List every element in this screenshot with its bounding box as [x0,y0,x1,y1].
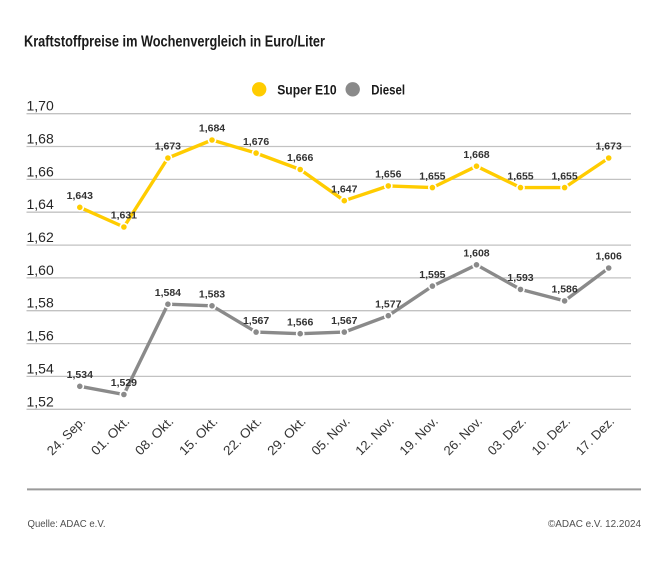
svg-text:1,54: 1,54 [27,360,54,376]
svg-text:©ADAC e.V. 12.2024: ©ADAC e.V. 12.2024 [548,519,641,530]
svg-text:1,593: 1,593 [507,272,533,284]
svg-text:1,60: 1,60 [27,262,54,278]
svg-text:1,567: 1,567 [243,315,269,327]
svg-text:1,668: 1,668 [463,149,489,161]
svg-text:1,608: 1,608 [463,248,489,260]
svg-text:1,52: 1,52 [27,393,54,409]
svg-text:1,66: 1,66 [27,163,54,179]
svg-text:1,70: 1,70 [27,98,54,114]
svg-text:1,655: 1,655 [551,170,577,182]
svg-text:1,684: 1,684 [199,123,225,135]
svg-text:1,606: 1,606 [596,251,622,263]
svg-text:1,643: 1,643 [67,190,93,202]
svg-text:1,595: 1,595 [419,269,445,281]
svg-text:1,673: 1,673 [155,141,181,153]
svg-text:Diesel: Diesel [371,81,405,97]
svg-text:1,566: 1,566 [287,316,313,328]
svg-text:1,631: 1,631 [111,210,137,222]
svg-text:1,567: 1,567 [331,315,357,327]
svg-text:1,56: 1,56 [27,328,54,344]
svg-text:1,64: 1,64 [27,196,54,212]
svg-text:Kraftstoffpreise im Wochenverg: Kraftstoffpreise im Wochenvergleich in E… [24,33,325,50]
svg-text:1,584: 1,584 [155,287,181,299]
svg-text:1,655: 1,655 [419,170,445,182]
svg-text:1,58: 1,58 [27,295,54,311]
svg-text:1,666: 1,666 [287,152,313,164]
svg-text:1,656: 1,656 [375,169,401,181]
svg-text:1,68: 1,68 [27,131,54,147]
svg-text:1,647: 1,647 [331,183,357,195]
svg-text:Quelle: ADAC e.V.: Quelle: ADAC e.V. [28,519,106,530]
svg-text:Super E10: Super E10 [277,81,337,97]
svg-text:1,676: 1,676 [243,136,269,148]
svg-text:1,673: 1,673 [596,141,622,153]
svg-text:1,655: 1,655 [507,170,533,182]
svg-text:1,62: 1,62 [27,229,54,245]
svg-text:1,577: 1,577 [375,298,401,310]
svg-text:1,534: 1,534 [67,369,93,381]
svg-text:1,529: 1,529 [111,377,137,389]
svg-text:1,586: 1,586 [551,284,577,296]
svg-text:1,583: 1,583 [199,289,225,301]
